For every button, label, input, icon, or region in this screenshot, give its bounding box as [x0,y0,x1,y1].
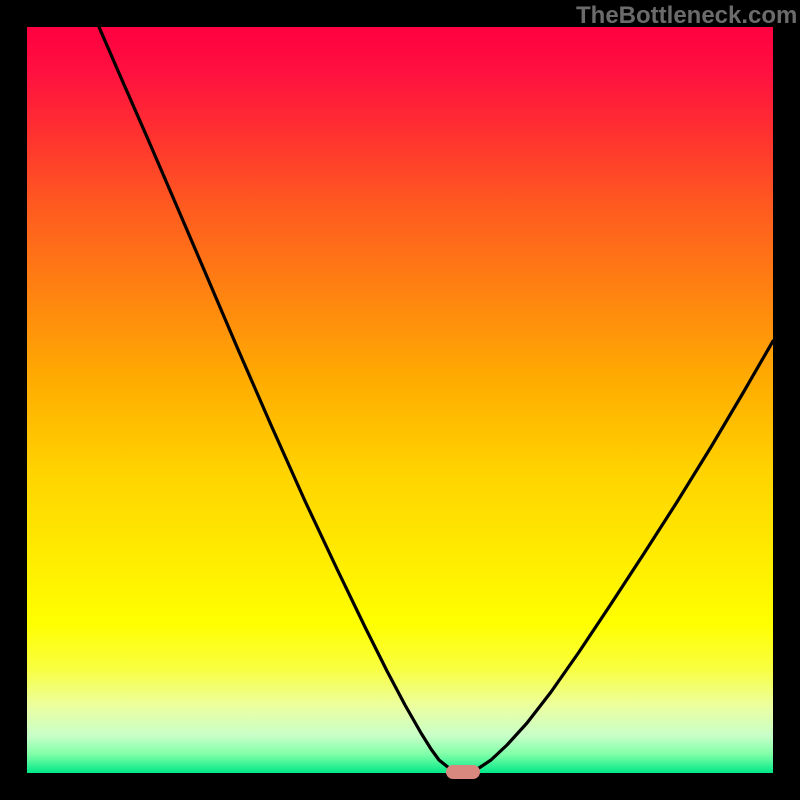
curve-polyline [99,27,773,772]
watermark-text: TheBottleneck.com [576,2,797,30]
chart-container: TheBottleneck.com [0,0,800,800]
bottleneck-curve [27,27,773,773]
optimal-marker [446,765,480,779]
plot-area [27,27,773,773]
